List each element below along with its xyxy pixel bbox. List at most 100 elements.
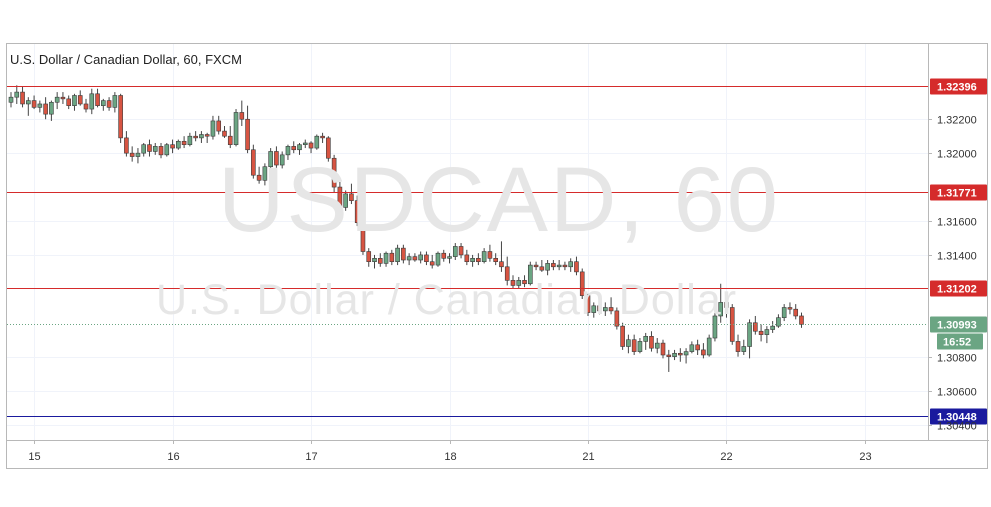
candle (429, 254, 435, 269)
candle (747, 319, 752, 359)
candle (308, 141, 314, 154)
candle-body (256, 174, 262, 181)
candle-body (141, 144, 147, 154)
x-tick-label: 17 (305, 451, 317, 463)
candle-body (412, 256, 418, 261)
candle-body (83, 103, 89, 110)
candle-body (383, 252, 389, 264)
candle (239, 100, 245, 127)
candle-body (118, 95, 123, 139)
level-label-bg (930, 408, 987, 425)
candle (401, 244, 406, 264)
candle-body (614, 310, 620, 327)
candle (147, 139, 152, 157)
candle-body (735, 341, 741, 352)
candle (77, 90, 83, 106)
candle-body (579, 271, 585, 296)
candle-body (637, 341, 643, 352)
candle-body (60, 96, 66, 100)
candle-body (245, 118, 250, 151)
candle-body (164, 144, 170, 156)
candle-body (77, 95, 83, 105)
candle-body (204, 134, 210, 137)
candle-body (274, 151, 279, 166)
candle (678, 348, 683, 362)
candle-body (533, 264, 539, 268)
candle (112, 92, 118, 113)
candle-body (562, 264, 568, 268)
current-price-label-bg (930, 316, 987, 333)
candle (556, 260, 562, 271)
candle (377, 253, 383, 267)
candle (199, 131, 204, 143)
candle (551, 260, 556, 271)
y-tick-label: 1.30600 (937, 387, 977, 399)
candle (43, 97, 48, 120)
candle-body (493, 258, 498, 263)
candle (222, 126, 227, 138)
candle-body (522, 280, 527, 285)
level-label-bg (930, 280, 987, 297)
candle (291, 141, 297, 154)
candle (302, 139, 308, 149)
candle (49, 100, 54, 121)
candle (701, 343, 706, 359)
candle-body (406, 256, 412, 261)
candle-body (89, 93, 95, 110)
candle (476, 253, 481, 266)
candle (493, 253, 498, 266)
candle (274, 146, 279, 171)
candle-body (233, 112, 239, 145)
candle-body (626, 339, 631, 347)
candle-body (764, 329, 770, 335)
candle-body (545, 263, 550, 271)
candle (129, 146, 135, 162)
candle (481, 248, 487, 264)
candle (216, 115, 222, 135)
candle-body (331, 157, 337, 188)
y-tick-label: 1.30400 (937, 421, 977, 433)
candle (26, 97, 31, 116)
candle (724, 292, 729, 318)
candle (447, 253, 452, 264)
candle (539, 260, 545, 272)
candle (672, 349, 677, 361)
candle-body (620, 325, 625, 347)
candle-body (747, 322, 752, 347)
level-label-bg (930, 78, 987, 95)
candle-body (291, 146, 297, 151)
candle (533, 261, 539, 271)
candle (660, 339, 666, 359)
candle-body (516, 280, 522, 286)
candle (101, 98, 106, 111)
candle (608, 297, 614, 315)
candle-body (689, 344, 695, 352)
candle (124, 131, 129, 157)
chart-canvas[interactable]: 1.32396 1.31771 1.31202 1.30448 1.30993 16:52… (7, 44, 989, 470)
candle-body (26, 100, 31, 105)
candle-body (695, 344, 700, 351)
candle-body (683, 351, 689, 356)
candle-body (181, 140, 187, 145)
candle-body (377, 258, 383, 264)
candle-body (101, 100, 106, 106)
candle-body (302, 142, 308, 145)
candle-body (510, 280, 516, 286)
candle-body (787, 307, 793, 310)
candle-body (326, 137, 331, 159)
candle (464, 249, 470, 266)
candle-body (216, 120, 222, 132)
candle-body (14, 91, 20, 98)
candle-body (654, 342, 660, 349)
candle-body (401, 247, 406, 261)
level-label: 1.31771 (937, 188, 977, 200)
candle (227, 126, 233, 149)
candle-body (591, 305, 597, 313)
candle-body (452, 246, 458, 257)
level-label: 1.32396 (937, 82, 977, 94)
candle (689, 341, 695, 354)
candle (349, 183, 354, 205)
candle (60, 92, 66, 104)
candle-body (447, 256, 452, 259)
candle-body (268, 151, 273, 168)
